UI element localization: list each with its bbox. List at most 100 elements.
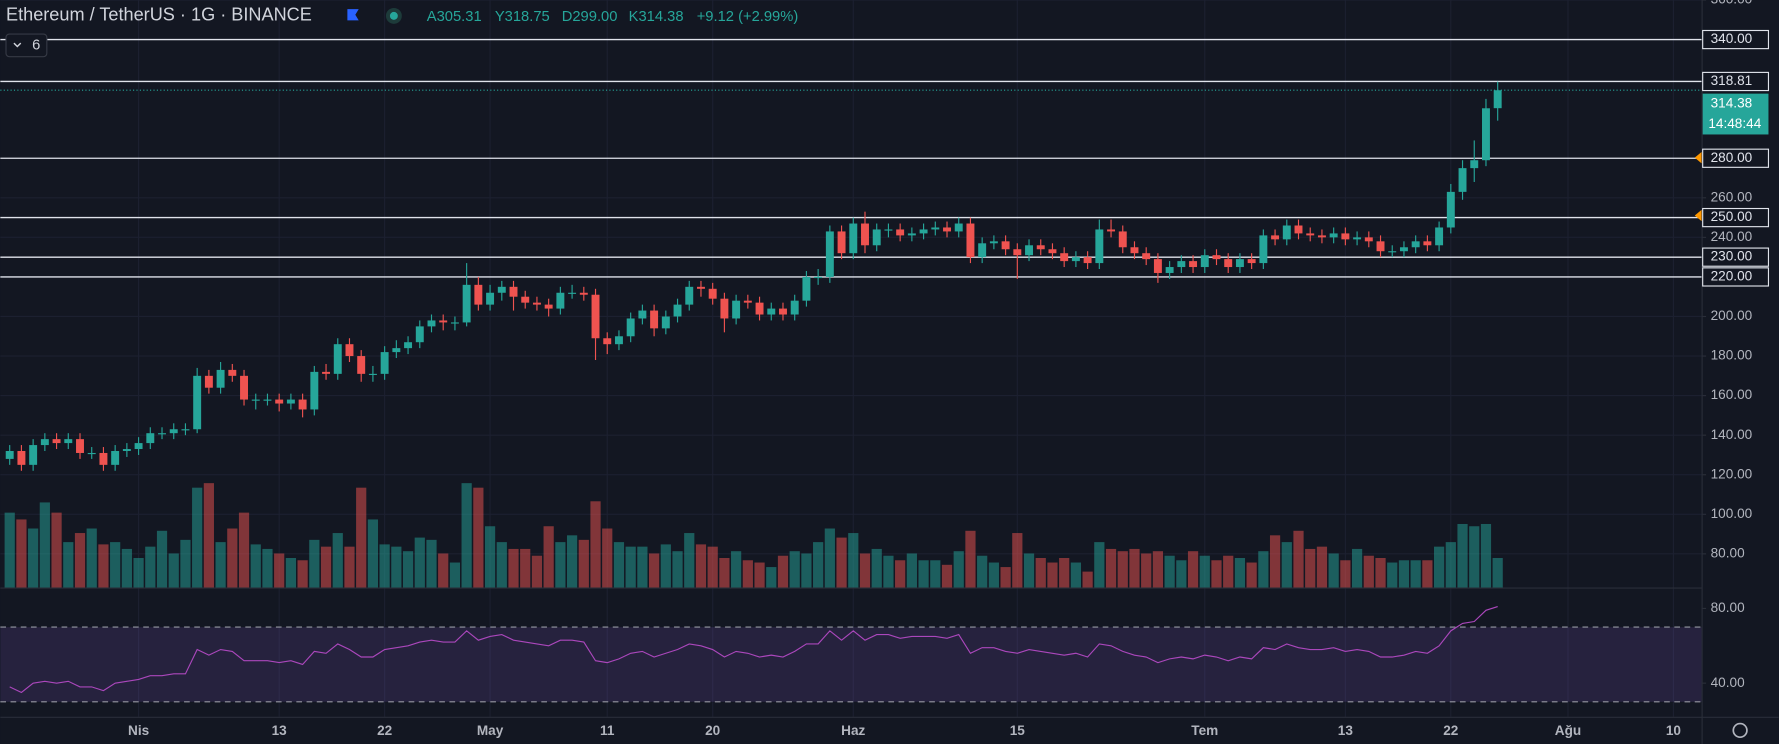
volume-bar: [1047, 562, 1058, 588]
settings-icon[interactable]: [1732, 722, 1748, 739]
candle-body: [17, 451, 26, 465]
y-tick-label: 240.00: [1711, 229, 1753, 244]
flag-icon[interactable]: [347, 9, 359, 21]
candle-body: [696, 286, 705, 289]
candle-body: [685, 286, 694, 305]
hline-label: 280.00: [1711, 150, 1753, 165]
volume-bar: [297, 560, 308, 588]
indicators-toggle[interactable]: [5, 33, 48, 58]
candle-body: [29, 445, 38, 465]
x-tick-label: 20: [705, 723, 720, 738]
volume-bar: [742, 560, 753, 588]
volume-bar: [754, 562, 765, 588]
candle-body: [1388, 251, 1397, 253]
candle-body: [1013, 249, 1022, 256]
candle-body: [1177, 261, 1186, 268]
candle-body: [1423, 241, 1432, 246]
volume-bar: [766, 567, 777, 588]
candle-body: [404, 342, 413, 349]
volume-bar: [1223, 555, 1234, 588]
candle-body: [556, 292, 565, 309]
candle-body: [943, 227, 951, 232]
hline-label: 220.00: [1711, 269, 1753, 284]
volume-bar: [590, 501, 601, 588]
volume-bar: [777, 555, 789, 588]
volume-bar: [684, 533, 695, 588]
candle-body: [286, 399, 295, 404]
candle-body: [732, 300, 741, 319]
volume-bar: [1398, 560, 1410, 588]
volume-bar: [859, 553, 871, 588]
volume-bar: [285, 558, 296, 588]
candle-body: [1376, 241, 1385, 252]
candle-body: [931, 227, 940, 230]
y-tick-label: 360.00: [1711, 0, 1753, 7]
candle-body: [1036, 245, 1045, 250]
candle-body: [158, 433, 166, 435]
candle-body: [861, 223, 869, 246]
volume-bar: [1433, 546, 1445, 588]
volume-bar: [227, 528, 238, 588]
volume-bar: [250, 544, 261, 588]
volume-bar: [965, 530, 976, 588]
x-tick-label: 13: [272, 723, 288, 738]
ohlc-change: +9.12 (+2.99%): [697, 9, 799, 25]
volume-bar: [731, 551, 742, 588]
volume-bar: [180, 539, 191, 588]
candle-body: [5, 451, 14, 459]
volume-bar: [719, 558, 730, 588]
volume-bar: [953, 551, 964, 588]
x-tick-label: Tem: [1191, 723, 1218, 738]
x-tick-label: 13: [1338, 723, 1354, 738]
candle-body: [216, 369, 225, 388]
volume-bar: [1141, 553, 1152, 588]
candle-body: [1493, 90, 1502, 109]
volume-bar: [613, 542, 625, 588]
candle-body: [228, 369, 237, 376]
candle-body: [392, 348, 401, 353]
volume-bar: [1094, 542, 1105, 588]
volume-bar: [367, 519, 379, 588]
x-tick-label: 22: [377, 723, 393, 738]
candle-body: [1130, 247, 1139, 254]
volume-bar: [332, 533, 343, 588]
volume-bar: [918, 560, 929, 588]
volume-bar: [438, 553, 449, 588]
candle-body: [978, 243, 987, 258]
candle-body: [1142, 253, 1151, 260]
volume-bar: [1328, 553, 1339, 588]
volume-bar: [1269, 535, 1281, 588]
volume-bar: [449, 562, 461, 588]
candle-body: [1481, 108, 1490, 161]
y-tick-label: 140.00: [1711, 427, 1753, 442]
volume-bar: [1000, 567, 1011, 588]
volume-bar: [566, 535, 578, 588]
candle-body: [76, 439, 84, 453]
hline-label: 250.00: [1711, 209, 1753, 224]
ohlc-low: D299.00: [562, 9, 618, 25]
candle-body: [40, 439, 49, 446]
candle-body: [626, 318, 635, 337]
volume-bar: [496, 542, 507, 588]
candle-body: [1235, 259, 1244, 268]
volume-bar: [1340, 560, 1351, 588]
countdown-label: 14:48:44: [1708, 116, 1761, 131]
candle-body: [1306, 233, 1315, 236]
candle-body: [345, 344, 354, 357]
candle-body: [368, 373, 377, 375]
volume-bar: [156, 530, 168, 588]
hline-label-box: [1702, 148, 1770, 168]
candle-body: [52, 439, 61, 444]
candle-body: [427, 320, 436, 327]
candle-body: [802, 276, 811, 301]
candle-body: [779, 308, 787, 315]
candle-body: [1353, 237, 1362, 240]
candle-body: [825, 231, 834, 277]
volume-bar: [707, 546, 718, 588]
volume-bar: [238, 512, 250, 588]
volume-bar: [1012, 533, 1023, 588]
y-tick-label: 180.00: [1711, 348, 1753, 363]
rsi-tick-label: 80.00: [1711, 600, 1745, 615]
volume-bar: [1035, 558, 1046, 588]
